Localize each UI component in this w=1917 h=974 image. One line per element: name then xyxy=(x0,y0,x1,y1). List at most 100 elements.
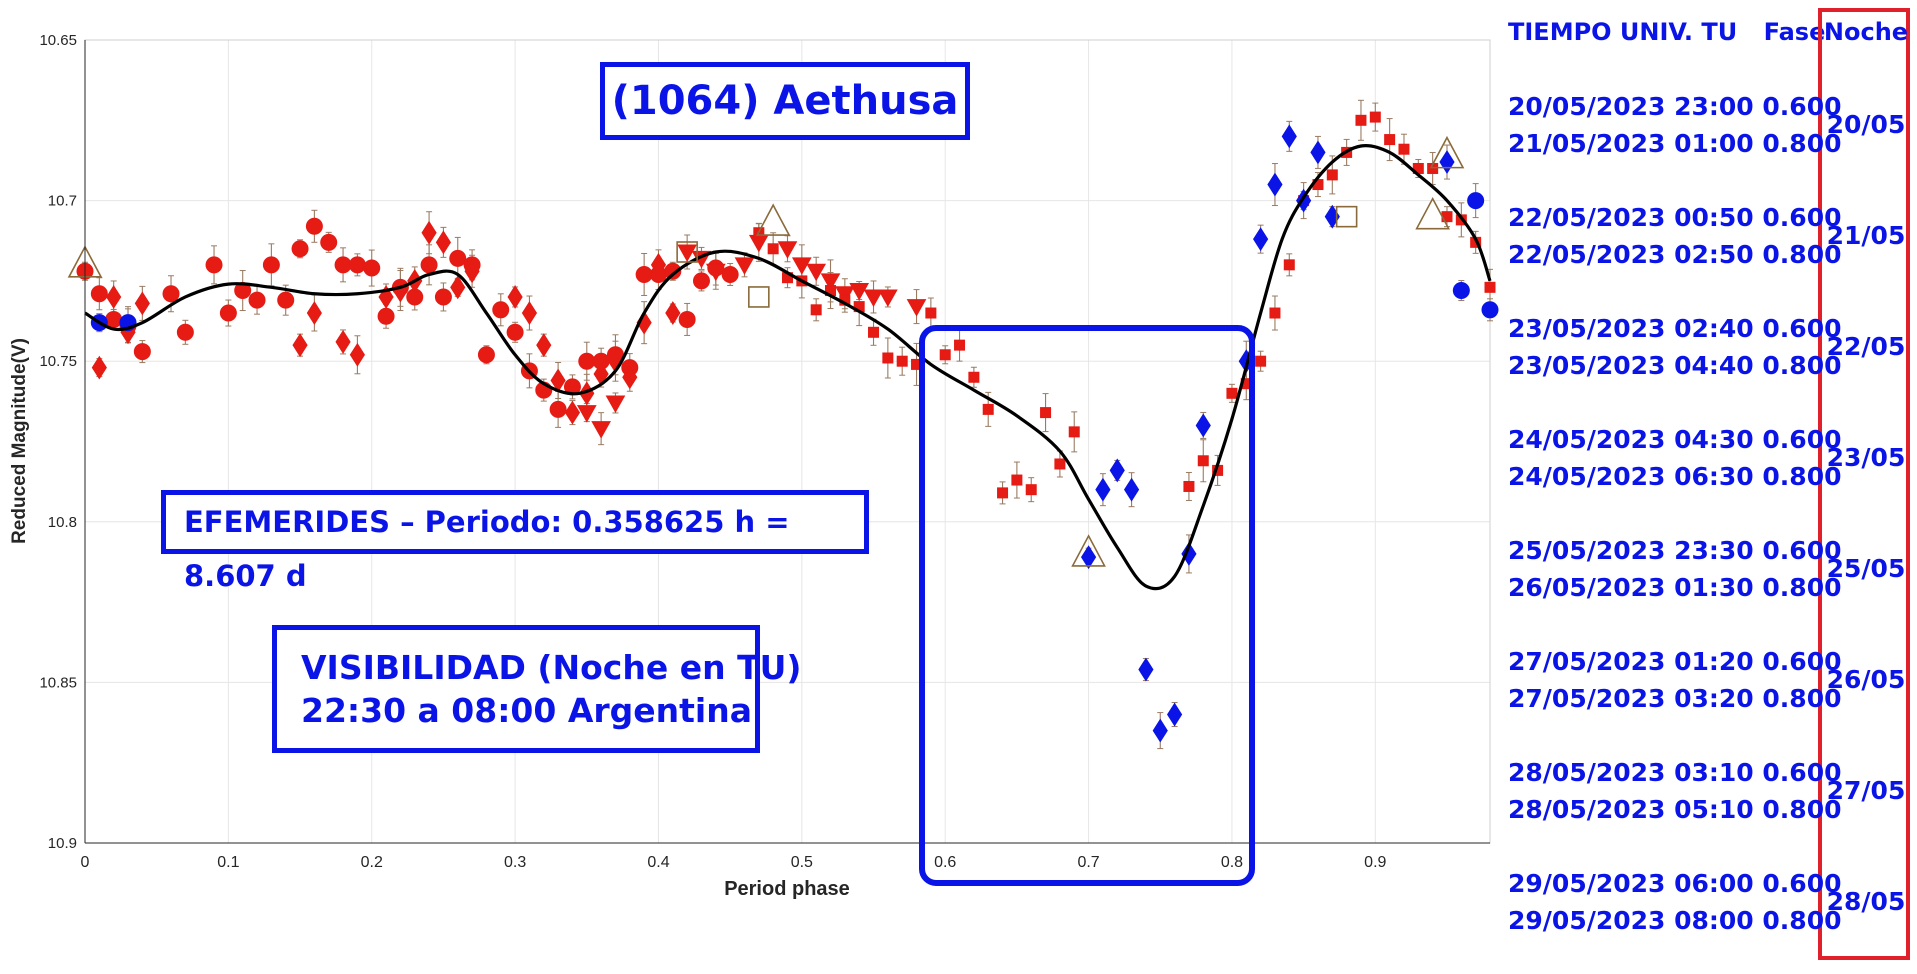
open-marker xyxy=(748,286,770,308)
open-markers xyxy=(67,135,1465,567)
data-point xyxy=(1068,426,1080,438)
data-point xyxy=(664,262,682,280)
data-point xyxy=(1355,114,1367,126)
data-point xyxy=(878,289,898,307)
data-point xyxy=(622,365,638,390)
data-point xyxy=(1138,657,1154,682)
data-point xyxy=(939,349,951,361)
y-tick-label: 10.85 xyxy=(39,674,77,691)
night-value: 28/05 xyxy=(1826,887,1906,916)
data-point xyxy=(1197,455,1209,467)
data-point xyxy=(420,256,438,274)
data-point xyxy=(305,217,323,235)
data-point xyxy=(335,329,351,354)
night-value: 25/05 xyxy=(1826,554,1906,583)
data-point xyxy=(1310,140,1326,165)
x-tick-label: 0.6 xyxy=(934,854,956,871)
data-point xyxy=(777,241,798,259)
table-row: 26/05/2023 01:30 0.800 xyxy=(1508,573,1842,602)
axis-ticks: 0 0.1 0.2 0.3 0.4 0.5 0.6 0.7 0.8 0.9 10.65 10.7 10.… xyxy=(39,32,1490,871)
data-point xyxy=(650,252,667,277)
data-point xyxy=(906,299,927,317)
data-point xyxy=(1281,124,1297,149)
x-tick-label: 0.1 xyxy=(217,854,239,871)
data-point xyxy=(277,291,295,309)
data-point xyxy=(1467,192,1485,210)
data-point xyxy=(262,256,280,274)
y-tick-label: 10.8 xyxy=(48,514,77,531)
data-point xyxy=(507,285,523,309)
table-row: 25/05/2023 23:30 0.600 xyxy=(1508,536,1842,565)
data-point xyxy=(1369,111,1381,123)
data-point xyxy=(1040,407,1052,419)
data-point xyxy=(1439,150,1455,174)
data-point xyxy=(665,301,681,325)
data-point xyxy=(291,240,309,258)
night-value: 27/05 xyxy=(1826,776,1906,805)
x-tick-label: 0.9 xyxy=(1364,854,1386,871)
data-point xyxy=(176,323,194,341)
data-point xyxy=(705,263,726,282)
data-point xyxy=(925,307,937,319)
y-tick-label: 10.9 xyxy=(48,835,77,852)
table-row: 20/05/2023 23:00 0.600 xyxy=(1508,92,1842,121)
table-row: 27/05/2023 01:20 0.600 xyxy=(1508,647,1842,676)
data-point xyxy=(1296,188,1312,213)
data-point xyxy=(521,301,538,325)
data-point xyxy=(162,285,180,303)
data-point xyxy=(435,230,452,255)
table-row: 29/05/2023 08:00 0.800 xyxy=(1508,906,1842,935)
ephemerides-text: EFEMERIDES – Periodo: 0.358625 h = 8.607… xyxy=(184,505,790,593)
data-point xyxy=(320,233,338,251)
data-point xyxy=(133,343,151,361)
data-point xyxy=(492,301,510,319)
data-point xyxy=(1452,282,1470,300)
x-tick-label: 0.3 xyxy=(504,854,526,871)
data-point xyxy=(896,355,908,367)
data-point xyxy=(678,310,696,328)
table-row: 21/05/2023 01:00 0.800 xyxy=(1508,129,1842,158)
data-point xyxy=(578,352,596,370)
x-axis-label: Period phase xyxy=(724,878,850,900)
open-marker xyxy=(755,203,791,236)
data-point xyxy=(1398,143,1410,155)
data-point xyxy=(334,256,352,274)
data-point xyxy=(997,487,1009,499)
y-tick-label: 10.65 xyxy=(39,32,77,49)
data-point xyxy=(219,304,237,322)
open-marker xyxy=(1071,534,1106,567)
data-point xyxy=(1181,541,1197,566)
data-point xyxy=(377,307,395,325)
visibility-line-2: 22:30 a 08:00 Argentina xyxy=(301,691,752,730)
data-point xyxy=(205,256,223,274)
data-point xyxy=(635,265,653,283)
open-marker xyxy=(1429,135,1465,169)
fit-curve xyxy=(84,144,1492,591)
header-phase: Fase xyxy=(1763,18,1826,46)
ephemeris-table-header: TIEMPO UNIV. TU Fase xyxy=(1508,18,1825,46)
data-point xyxy=(506,323,524,341)
night-column-frame xyxy=(1818,8,1910,960)
data-point xyxy=(968,371,980,383)
data-point xyxy=(134,291,150,316)
data-point xyxy=(105,310,123,328)
data-point xyxy=(1054,458,1066,470)
x-tick-label: 0.4 xyxy=(647,854,669,871)
open-marker xyxy=(1335,205,1358,228)
data-point xyxy=(1080,545,1097,570)
data-point xyxy=(248,291,266,309)
data-point xyxy=(564,400,581,425)
ephemerides-box: EFEMERIDES – Periodo: 0.358625 h = 8.607… xyxy=(161,490,869,593)
data-point xyxy=(605,395,626,413)
data-point xyxy=(576,405,597,423)
data-point xyxy=(90,285,108,303)
visibility-line-1: VISIBILIDAD (Noche en TU) xyxy=(301,648,802,687)
data-point xyxy=(292,333,308,358)
phase-window-highlight xyxy=(919,325,1255,886)
table-row: 23/05/2023 04:40 0.800 xyxy=(1508,351,1842,380)
x-tick-label: 0.8 xyxy=(1221,854,1243,871)
lightcurve-chart: 0 0.1 0.2 0.3 0.4 0.5 0.6 0.7 0.8 0.9 10.65 10.7 10.… xyxy=(9,32,1499,900)
data-point xyxy=(1183,480,1195,492)
object-title: (1064) Aethusa xyxy=(611,78,959,124)
data-point xyxy=(1152,718,1168,743)
